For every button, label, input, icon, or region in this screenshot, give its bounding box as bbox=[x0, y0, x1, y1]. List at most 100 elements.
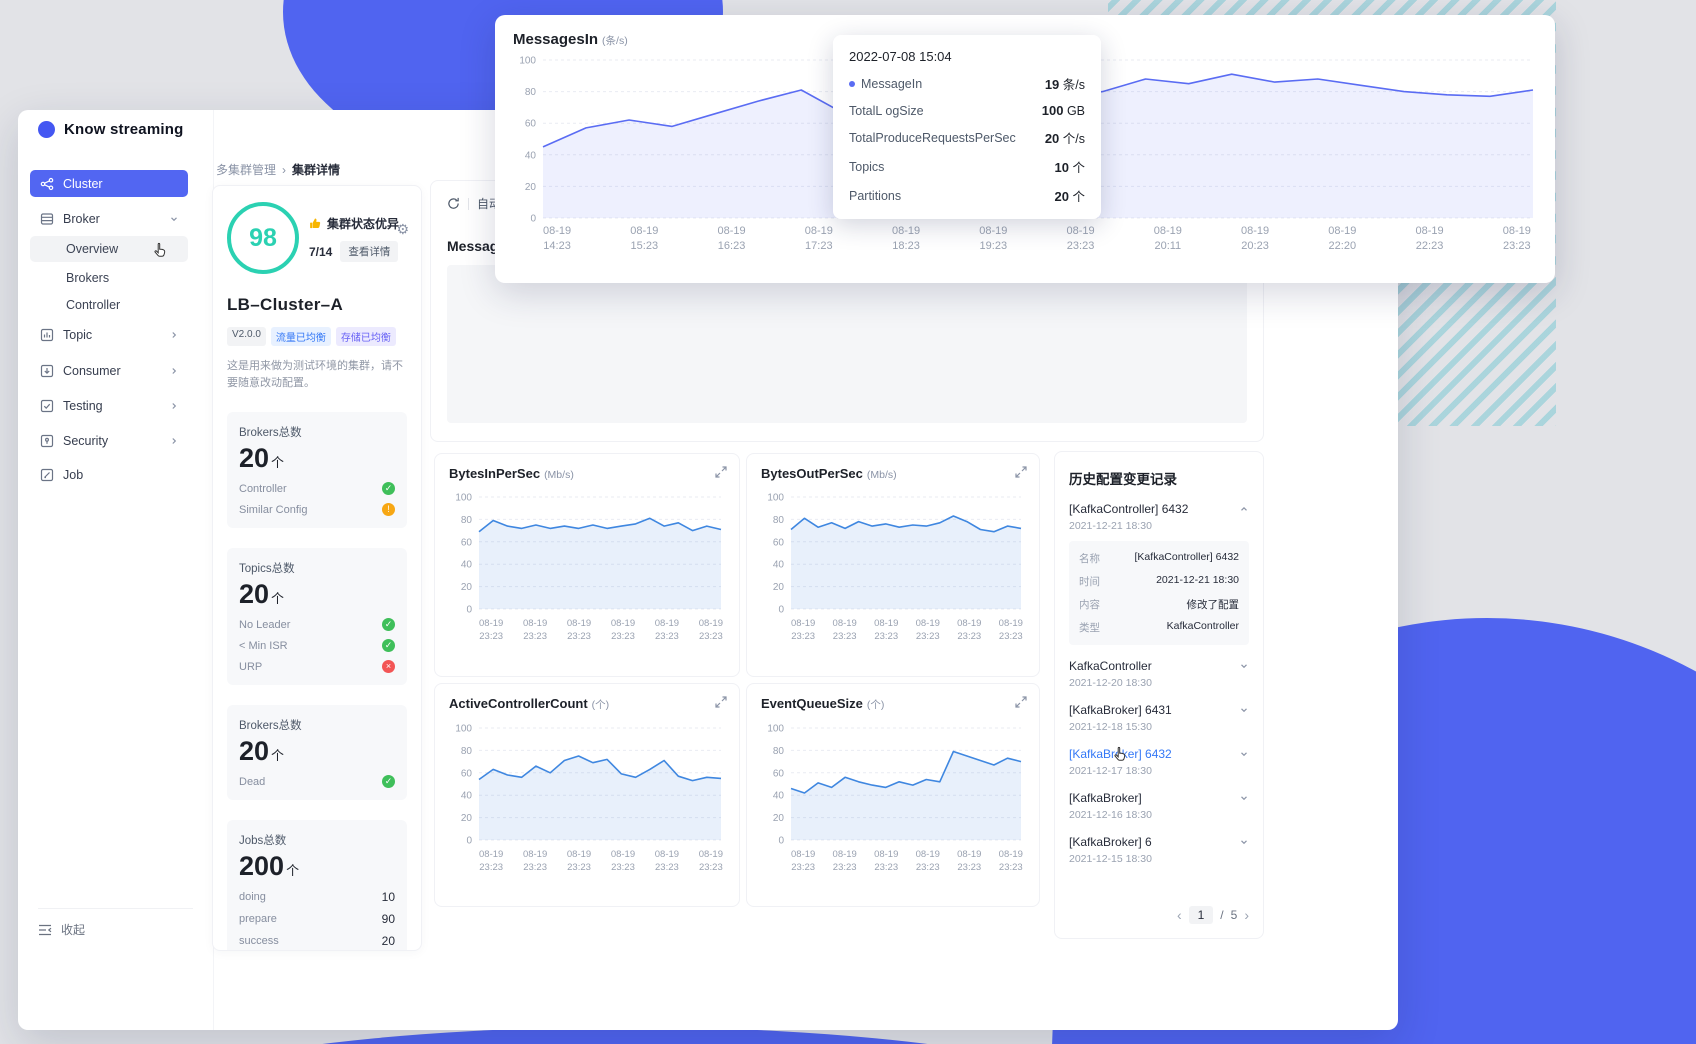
sidebar-item-consumer[interactable]: Consumer bbox=[30, 357, 188, 384]
breadcrumb-parent[interactable]: 多集群管理 bbox=[216, 163, 277, 177]
tooltip-value: 19 bbox=[1044, 77, 1060, 92]
history-item-date: 2021-12-21 18:30 bbox=[1069, 520, 1152, 532]
history-item: [KafkaBroker] 6 2021-12-15 18:30 bbox=[1069, 835, 1249, 865]
stat-block-topics: Topics总数 20 个 No Leader ✓ < Min ISR ✓ URP × bbox=[227, 548, 407, 685]
sidebar-item-broker[interactable]: Broker bbox=[30, 205, 188, 232]
bytes-in-chart[interactable]: 0 20 40 60 80 100 bbox=[449, 489, 725, 613]
sidebar-item-topic[interactable]: Topic bbox=[30, 321, 188, 348]
stat-value: 20 bbox=[239, 736, 270, 766]
expand-icon[interactable] bbox=[715, 696, 727, 708]
tooltip-row: MessageIn 19 条/s bbox=[849, 74, 1085, 93]
sidebar-item-brokers[interactable]: Brokers bbox=[30, 265, 188, 291]
cluster-description: 这是用来做为测试环境的集群，请不要随意改动配置。 bbox=[227, 360, 403, 389]
view-detail-button[interactable]: 查看详情 bbox=[340, 241, 399, 262]
stat-row-value: 10 bbox=[381, 890, 395, 904]
tooltip-row: TotalProduceRequestsPerSec 20 个/s bbox=[849, 128, 1085, 147]
x-axis-label: 08-19 23:23 bbox=[479, 849, 504, 873]
svg-text:0: 0 bbox=[530, 214, 536, 223]
sidebar-item-label: Consumer bbox=[63, 363, 121, 378]
history-item: [KafkaBroker] 6432 2021-12-17 18:30 bbox=[1069, 747, 1249, 777]
x-axis-label: 08-19 23:23 bbox=[610, 849, 636, 873]
bytes-out-chart[interactable]: 0 20 40 60 80 100 bbox=[761, 489, 1025, 613]
x-axis-label: 08-19 23:23 bbox=[957, 618, 982, 642]
status-warning-icon: ! bbox=[382, 503, 395, 516]
gear-icon[interactable]: ⚙ bbox=[396, 221, 409, 237]
sidebar-item-label: Job bbox=[63, 467, 84, 482]
x-axis-label: 08-19 23:23 bbox=[654, 618, 680, 642]
chart-title: EventQueueSize bbox=[761, 696, 863, 711]
sidebar-collapse-button[interactable]: 收起 bbox=[38, 908, 193, 938]
detail-value: 2021-12-21 18:30 bbox=[1156, 574, 1239, 586]
x-axis-label: 08-19 20:11 bbox=[1153, 225, 1182, 252]
history-item: KafkaController 2021-12-20 18:30 bbox=[1069, 659, 1249, 689]
expand-icon[interactable] bbox=[715, 466, 727, 478]
tooltip-row: Partitions 20 个 bbox=[849, 186, 1085, 205]
health-score-ring: 98 bbox=[227, 202, 299, 274]
x-axis-label: 08-19 23:23 bbox=[874, 849, 899, 873]
history-item-header[interactable]: [KafkaBroker] 6432 bbox=[1069, 747, 1249, 761]
history-item-title: [KafkaBroker] 6 bbox=[1069, 835, 1152, 849]
history-item-header[interactable]: KafkaController bbox=[1069, 659, 1249, 673]
svg-text:80: 80 bbox=[525, 87, 537, 98]
health-score: 98 bbox=[249, 223, 277, 252]
stat-title: Topics总数 bbox=[239, 563, 295, 575]
x-axis-label: 08-19 23:23 bbox=[832, 618, 857, 642]
svg-text:20: 20 bbox=[773, 813, 785, 824]
stat-value: 200 bbox=[239, 851, 285, 881]
expand-icon[interactable] bbox=[1015, 696, 1027, 708]
tooltip-label: TotalL ogSize bbox=[849, 103, 924, 118]
chevron-up-icon bbox=[1239, 504, 1249, 514]
x-axis-label: 08-19 23:23 bbox=[1066, 225, 1095, 252]
page-separator: / bbox=[1220, 908, 1224, 922]
svg-text:20: 20 bbox=[525, 182, 537, 193]
health-ratio: 7/14 bbox=[309, 244, 333, 259]
status-ok-icon: ✓ bbox=[382, 482, 395, 495]
event-queue-chart[interactable]: 0 20 40 60 80 100 bbox=[761, 720, 1025, 844]
history-item-header[interactable]: [KafkaBroker] 6 bbox=[1069, 835, 1249, 849]
stat-row-label: Similar Config bbox=[239, 503, 308, 516]
history-item: [KafkaBroker] 6431 2021-12-18 15:30 bbox=[1069, 703, 1249, 733]
current-page[interactable]: 1 bbox=[1188, 906, 1214, 924]
breadcrumb-current: 集群详情 bbox=[292, 163, 341, 177]
svg-text:0: 0 bbox=[466, 605, 472, 614]
prev-page-icon[interactable]: ‹ bbox=[1176, 907, 1182, 923]
hand-cursor-icon bbox=[154, 242, 166, 257]
x-axis-label: 08-19 23:23 bbox=[698, 849, 723, 873]
tooltip-label: Topics bbox=[849, 159, 885, 174]
x-axis-label: 08-19 23:23 bbox=[566, 618, 592, 642]
history-item-header[interactable]: [KafkaBroker] bbox=[1069, 791, 1249, 805]
refresh-icon[interactable] bbox=[447, 197, 460, 210]
testing-icon bbox=[40, 399, 54, 413]
history-item-title: [KafkaBroker] 6431 bbox=[1069, 703, 1172, 717]
active-controller-chart[interactable]: 0 20 40 60 80 100 bbox=[449, 720, 725, 844]
logo-dot-icon bbox=[38, 121, 55, 138]
x-axis-label: 08-19 18:23 bbox=[892, 225, 921, 252]
tooltip-label: TotalProduceRequestsPerSec bbox=[849, 130, 1016, 145]
config-history-panel: 历史配置变更记录 [KafkaController] 6432 2021-12-… bbox=[1054, 451, 1264, 939]
expand-icon[interactable] bbox=[1015, 466, 1027, 478]
detail-value: 修改了配置 bbox=[1186, 599, 1240, 611]
history-title: 历史配置变更记录 bbox=[1069, 472, 1177, 487]
x-axis-label: 08-19 23:23 bbox=[915, 849, 940, 873]
sidebar-item-cluster[interactable]: Cluster bbox=[30, 170, 188, 197]
stat-unit: 个 bbox=[271, 591, 285, 606]
x-axis-labels: 08-19 23:23 08-19 23:23 08-19 23:23 08-19 23:23… bbox=[479, 848, 723, 874]
cluster-status-line: 集群状态优异 bbox=[309, 215, 399, 232]
chevron-down-icon bbox=[169, 214, 179, 224]
storage-balanced-tag: 存储已均衡 bbox=[335, 327, 396, 346]
sidebar-item-security[interactable]: Security bbox=[30, 427, 188, 454]
cluster-score-area: 98 集群状态优异 7/14 查看详情 bbox=[227, 202, 407, 274]
status-ok-icon: ✓ bbox=[382, 775, 395, 788]
next-page-icon[interactable]: › bbox=[1244, 907, 1249, 923]
x-axis-label: 08-19 23:23 bbox=[610, 618, 636, 642]
version-tag: V2.0.0 bbox=[227, 327, 266, 346]
x-axis-label: 08-19 19:23 bbox=[979, 225, 1008, 252]
x-axis-label: 08-19 22:20 bbox=[1328, 225, 1357, 252]
sidebar-item-testing[interactable]: Testing bbox=[30, 392, 188, 419]
sidebar-item-job[interactable]: Job bbox=[30, 461, 188, 488]
svg-text:0: 0 bbox=[778, 836, 784, 845]
history-item-header[interactable]: [KafkaController] 6432 bbox=[1069, 502, 1249, 516]
x-axis-label: 08-19 23:23 bbox=[998, 849, 1023, 873]
sidebar-item-controller[interactable]: Controller bbox=[30, 292, 188, 318]
history-item-header[interactable]: [KafkaBroker] 6431 bbox=[1069, 703, 1249, 717]
